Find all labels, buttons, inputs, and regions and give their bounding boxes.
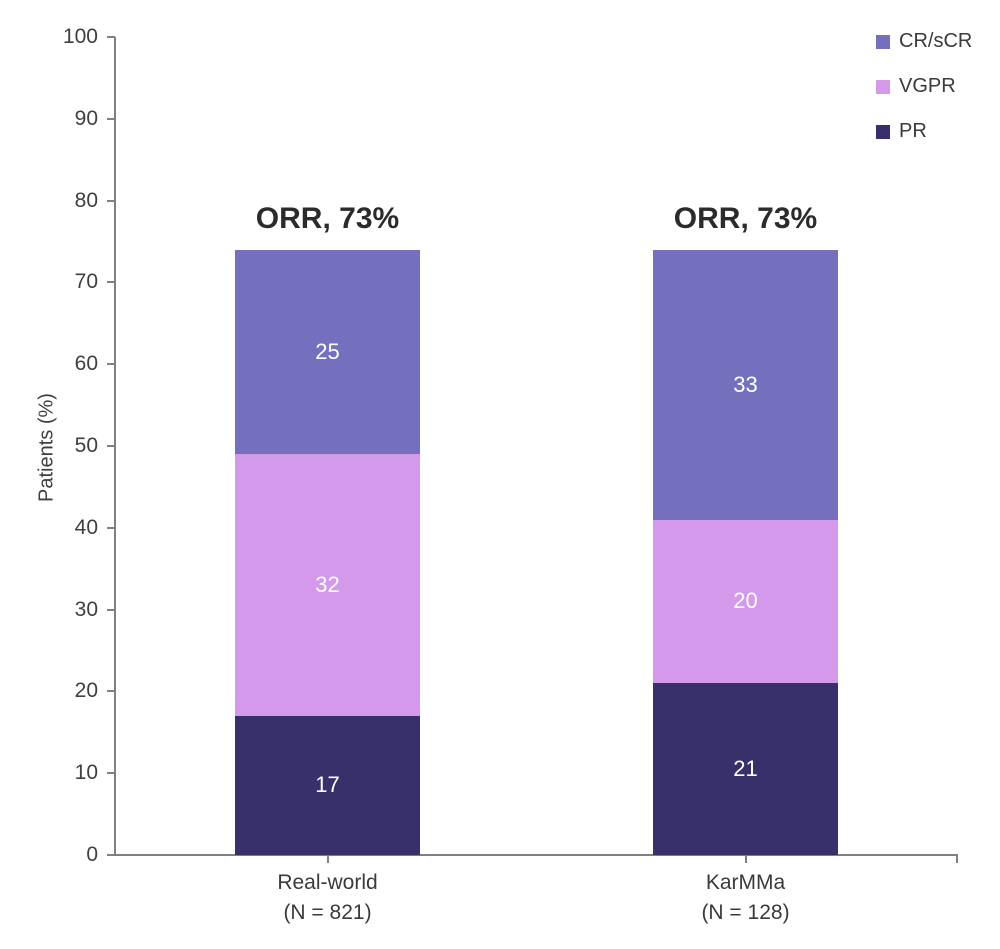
category-n-count: (N = 821) (283, 901, 372, 924)
y-tick-mark (107, 363, 115, 366)
bar-segment-cr-scr: 25 (235, 249, 420, 455)
segment-value-label: 25 (315, 338, 340, 364)
orr-annotation: ORR, 73% (255, 201, 400, 235)
legend-swatch (876, 34, 890, 49)
x-category-label: Real-world (N = 821) (178, 868, 478, 928)
orr-annotation: ORR, 73% (673, 201, 818, 235)
bar-segment-vgpr: 32 (235, 454, 420, 716)
y-tick-mark (107, 608, 115, 611)
category-name: Real-world (277, 871, 378, 894)
segment-value-label: 33 (733, 371, 758, 397)
x-axis-end-tick (956, 854, 958, 863)
y-tick-mark (107, 772, 115, 775)
legend-label: CR/sCR (899, 30, 973, 52)
segment-value-label: 32 (315, 572, 340, 598)
bar-segment-vgpr: 20 (653, 519, 838, 684)
y-tick-mark (107, 281, 115, 284)
segment-value-label: 20 (733, 588, 758, 614)
y-tick-mark (107, 117, 115, 120)
legend-swatch (876, 79, 890, 94)
legend-item-vgpr: VGPR (876, 75, 972, 98)
category-name: KarMMa (705, 871, 786, 894)
x-tick-mark (744, 855, 747, 863)
category-n-count: (N = 128) (701, 901, 790, 924)
y-tick-label: 100 (62, 25, 98, 48)
y-tick-label: 20 (74, 679, 98, 703)
y-tick-label: 30 (74, 597, 98, 621)
bar-segment-cr-scr: 33 (653, 249, 838, 520)
bar-segment-pr: 17 (235, 715, 420, 855)
y-tick-mark (107, 36, 115, 38)
y-tick-label: 0 (86, 843, 98, 866)
x-axis-line (114, 854, 958, 856)
y-tick-mark (107, 690, 115, 693)
y-tick-mark (107, 526, 115, 529)
segment-value-label: 17 (315, 772, 340, 798)
legend-label: VGPR (899, 75, 956, 97)
y-tick-label: 50 (74, 434, 98, 457)
legend-swatch (876, 124, 890, 139)
y-tick-label: 10 (74, 761, 98, 785)
y-axis-line (114, 37, 116, 856)
x-category-label: KarMMa (N = 128) (596, 868, 896, 928)
bar-segment-pr: 21 (653, 683, 838, 855)
segment-value-label: 21 (733, 756, 758, 782)
y-tick-label: 80 (74, 188, 98, 212)
y-tick-mark (107, 445, 115, 447)
legend-item-cr-scr: CR/sCR (876, 30, 972, 53)
y-tick-mark (107, 199, 115, 202)
y-tick-label: 40 (74, 515, 98, 539)
y-tick-label: 90 (74, 106, 98, 130)
x-tick-mark (326, 855, 329, 863)
y-tick-label: 60 (74, 352, 98, 376)
y-tick-label: 70 (74, 270, 98, 294)
legend-label: PR (899, 120, 927, 142)
y-tick-mark (107, 854, 115, 856)
legend-item-pr: PR (876, 120, 972, 143)
legend: CR/sCR VGPR PR (876, 30, 972, 165)
